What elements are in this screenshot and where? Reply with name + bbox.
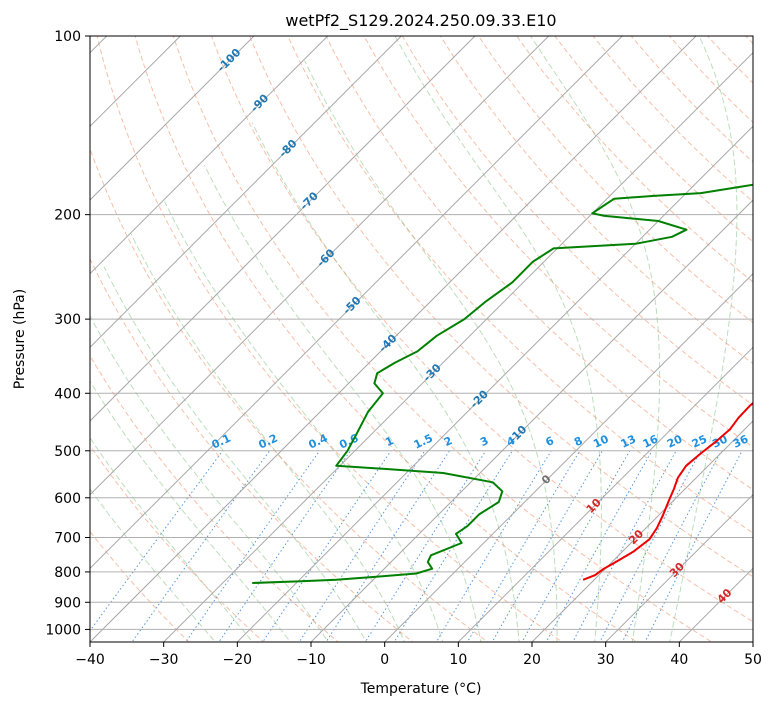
x-tick-label: 20 (523, 652, 541, 668)
y-tick-label: 400 (54, 386, 81, 402)
dry-adiabat (287, 36, 753, 534)
plot-frame (89, 35, 754, 643)
y-tick-label: 600 (54, 491, 81, 507)
x-tick-label: 40 (670, 652, 688, 668)
dry-adiabat (210, 36, 753, 623)
temperature-profile-line (582, 401, 753, 581)
isotherm-line (310, 199, 753, 642)
dry-adiabat (401, 36, 753, 406)
isotherm-line (236, 125, 753, 642)
skewed-isotherms (90, 36, 753, 642)
mixing-ratio-label: 20 (665, 432, 685, 450)
isotherm-line (605, 493, 753, 642)
x-tick-label: −10 (296, 652, 326, 668)
y-tick-label: 300 (54, 312, 81, 328)
mixing-ratio-label: 16 (641, 432, 661, 450)
mixing-ratio-label: 10 (591, 432, 611, 450)
moist-adiabat (90, 380, 291, 642)
y-tick-label: 100 (54, 29, 81, 45)
dry-adiabat (96, 36, 564, 642)
y-axis-label: Pressure (hPa) (12, 289, 28, 389)
dry-adiabat (90, 354, 340, 642)
dry-adiabats (90, 36, 753, 642)
x-axis-label: Temperature (°C) (360, 681, 482, 697)
x-tick-label: −40 (75, 652, 105, 668)
dry-adiabat (90, 530, 190, 642)
mixing-ratio-label: 13 (619, 433, 638, 451)
y-tick-label: 900 (54, 595, 81, 611)
mixing-ratio-label: 30 (710, 432, 730, 450)
dry-adiabat (172, 36, 713, 642)
isotherm-line (90, 36, 402, 349)
isobar-gridlines (90, 36, 753, 630)
isotherm-line (90, 36, 255, 201)
moist-adiabat (90, 436, 254, 642)
isotherm-line (90, 36, 550, 496)
y-tick-label: 800 (54, 565, 81, 581)
plot-area: -100-90-80-70-60-50-40-30-20-10010203040… (90, 36, 753, 642)
isotherm-line (163, 51, 753, 642)
y-tick-label: 1000 (45, 622, 81, 638)
x-tick-label: 50 (744, 652, 762, 668)
moist-adiabat (164, 201, 444, 642)
dry-adiabat (249, 36, 753, 578)
y-tick-label: 700 (54, 531, 81, 547)
moist-adiabat (130, 233, 406, 642)
mixing-ratio-label: 36 (731, 432, 751, 450)
isotherm-line (90, 36, 697, 642)
moist-adiabat (304, 60, 558, 642)
dry-adiabat (90, 444, 265, 642)
moist-adiabat (90, 488, 216, 642)
isotherm-line (457, 346, 753, 642)
x-tick-label: 30 (597, 652, 615, 668)
dry-adiabat (363, 36, 753, 448)
moist-adiabat (203, 164, 482, 642)
y-tick-label: 200 (54, 208, 81, 224)
chart-title: wetPf2_S129.2024.250.09.33.E10 (285, 11, 556, 31)
y-tick-label: 500 (54, 444, 81, 460)
x-tick-label: 10 (449, 652, 467, 668)
moist-adiabat (103, 266, 367, 642)
x-tick-label: 0 (380, 652, 389, 668)
profile-series (252, 183, 753, 584)
dry-adiabat (134, 36, 638, 642)
dewpoint-profile-line (252, 183, 753, 584)
isotherm-line (90, 36, 623, 570)
x-tick-label: −20 (223, 652, 253, 668)
y-axis: 1000 900 800 700 600 500 400 300 200 100 (45, 29, 90, 638)
x-tick-label: −30 (149, 652, 179, 668)
moist-adiabat (669, 36, 738, 642)
dry-adiabat (90, 257, 414, 642)
isotherm-line (531, 420, 753, 642)
isotherm-line (90, 36, 476, 422)
mixing-ratio-labels: 0.1 0.2 0.4 0.6 1 1.5 2 3 4 6 8 10 13 16 20 25 30 36 (210, 431, 751, 451)
mixing-ratio-label: 25 (690, 433, 709, 451)
isotherm-line (90, 36, 329, 275)
x-axis: −40 −30 −20 −10 0 10 20 30 40 50 (75, 642, 762, 668)
isotherm-line (384, 272, 753, 642)
